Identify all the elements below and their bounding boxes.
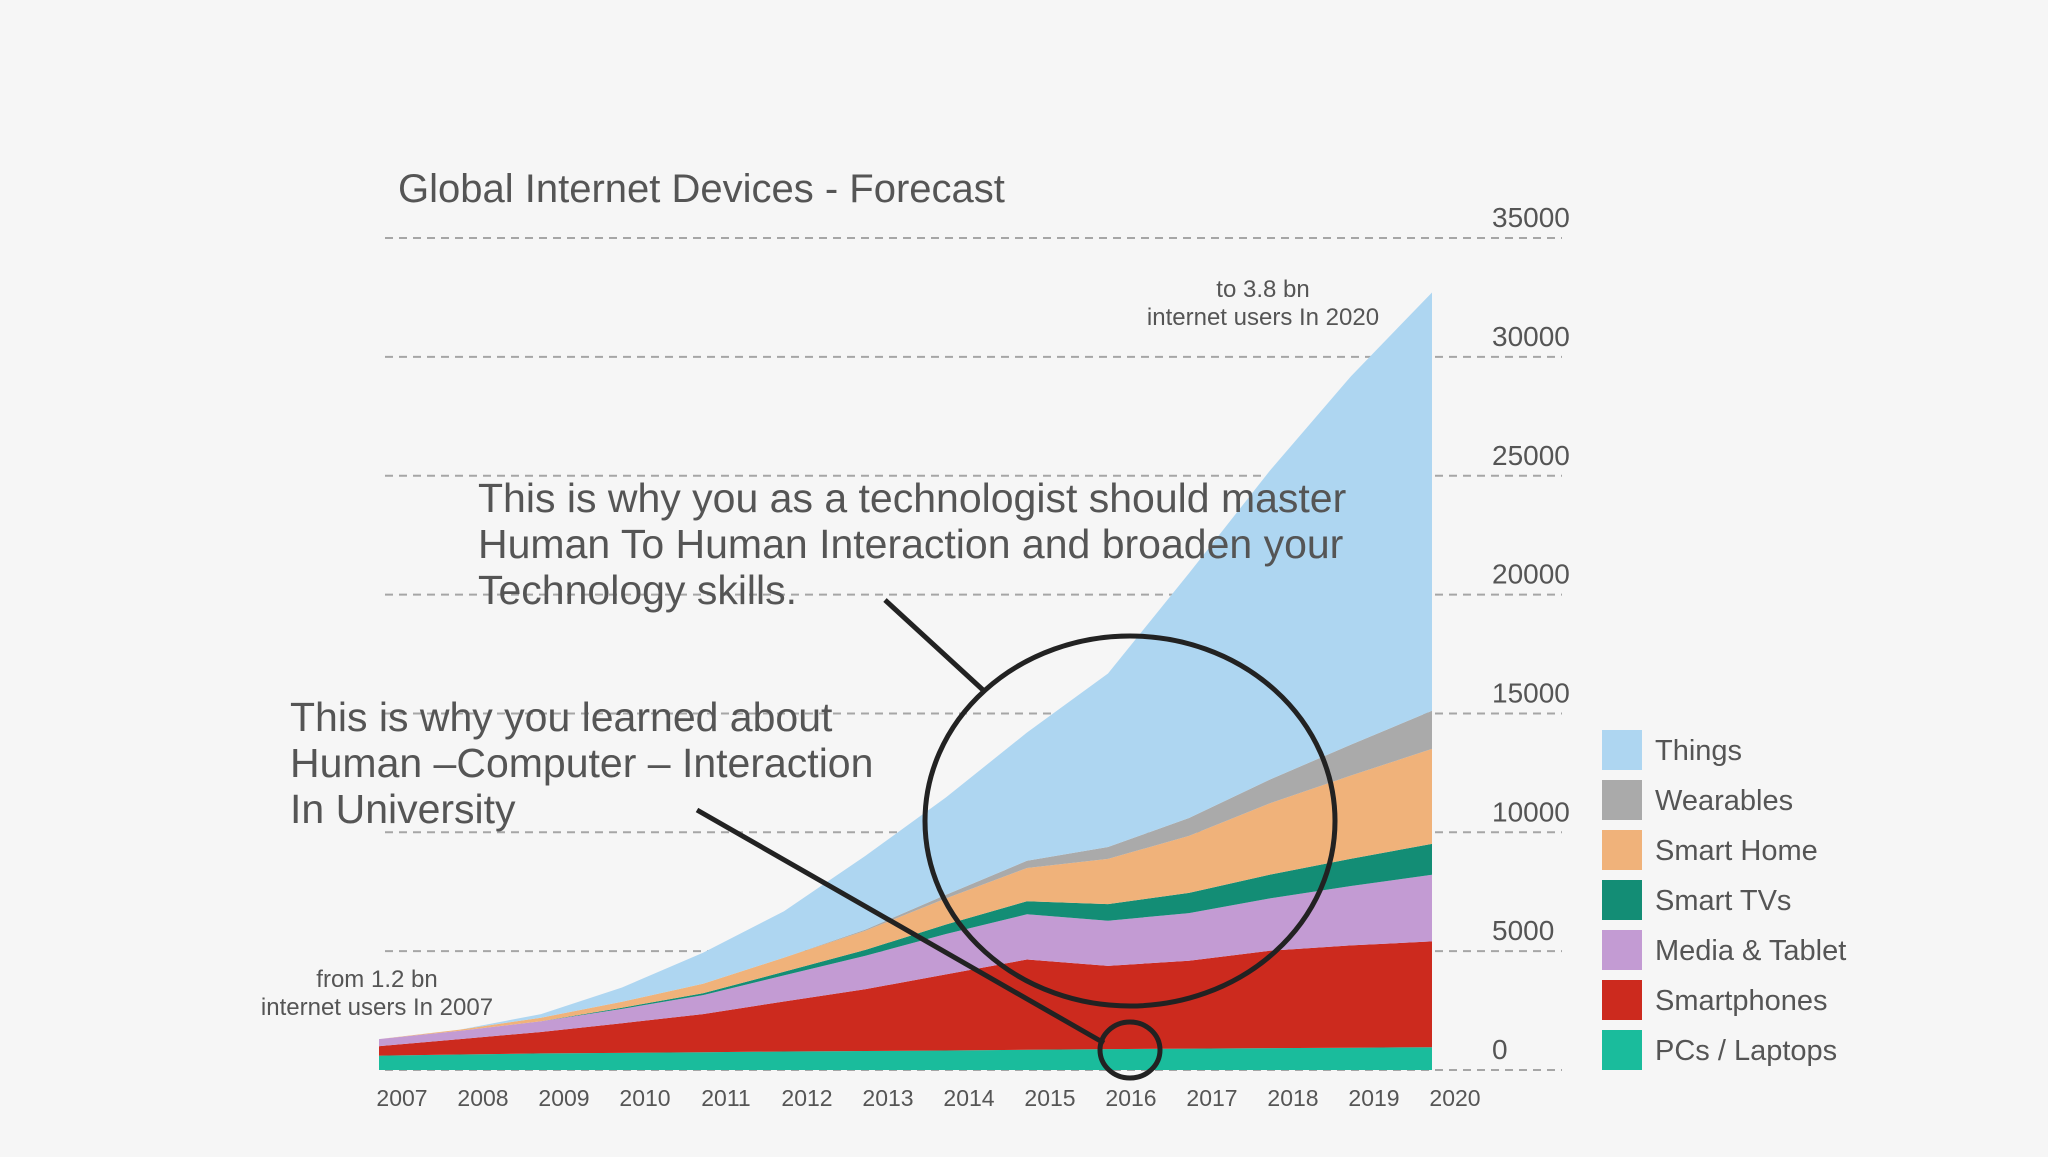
annotation-end: to 3.8 bn internet users In 2020	[1147, 276, 1379, 331]
annotation-line: to 3.8 bn	[1216, 276, 1309, 303]
legend: Things Wearables Smart Home Smart TVs Media …	[1602, 730, 1846, 1070]
annotation-line: Technology skills.	[478, 567, 797, 613]
annotation-line: from 1.2 bn	[316, 966, 437, 993]
y-tick-label: 15000	[1492, 677, 1570, 708]
area-smart-tvs	[379, 843, 1432, 1040]
x-tick-label: 2017	[1186, 1085, 1237, 1111]
callout-shapes	[695, 598, 1338, 1081]
chart-title: Global Internet Devices - Forecast	[398, 167, 1005, 211]
annotation-h2h: This is why you as a technologist should…	[478, 475, 1346, 613]
callout-circle-small	[1097, 1019, 1163, 1081]
x-tick-label: 2018	[1267, 1085, 1318, 1111]
x-tick-label: 2008	[457, 1085, 508, 1111]
x-tick-label: 2010	[619, 1085, 670, 1111]
x-tick-label: 2007	[376, 1085, 427, 1111]
legend-swatch	[1602, 930, 1642, 970]
area-smartphones	[379, 941, 1432, 1056]
legend-label: Media & Tablet	[1655, 935, 1846, 967]
y-tick-label: 30000	[1492, 321, 1570, 352]
callout-pointer-h2h	[883, 598, 985, 692]
annotation-line: This is why you learned about	[290, 694, 833, 740]
annotations: from 1.2 bn internet users In 2007 to 3.8 …	[261, 276, 1379, 1021]
y-tick-label: 5000	[1492, 915, 1554, 946]
legend-label: Smartphones	[1655, 985, 1828, 1017]
annotation-line: Human –Computer – Interaction	[290, 740, 873, 786]
legend-swatch	[1602, 980, 1642, 1020]
x-tick-label: 2011	[701, 1085, 750, 1111]
x-tick-label: 2015	[1024, 1085, 1075, 1111]
area-things	[379, 292, 1432, 1040]
annotation-start: from 1.2 bn internet users In 2007	[261, 966, 493, 1021]
annotation-line: In University	[290, 786, 516, 832]
x-tick-label: 2013	[862, 1085, 913, 1111]
annotation-line: This is why you as a technologist should…	[478, 475, 1346, 521]
x-tick-label: 2020	[1429, 1085, 1480, 1111]
y-tick-label: 10000	[1492, 796, 1570, 827]
callout-pointer-hci	[695, 807, 1106, 1046]
callout-circle-large	[922, 633, 1338, 1009]
legend-swatch	[1602, 730, 1642, 770]
y-tick-label: 25000	[1492, 440, 1570, 471]
area-pcs-laptops	[379, 1047, 1432, 1070]
legend-label: Smart Home	[1655, 835, 1818, 867]
x-tick-labels: 2007 2008 2009 2010 2011 2012 2013 2014 2015 2016…	[376, 1085, 1480, 1111]
x-tick-label: 2016	[1105, 1085, 1156, 1111]
y-tick-label: 20000	[1492, 559, 1570, 590]
x-tick-label: 2012	[781, 1085, 832, 1111]
legend-label: Wearables	[1655, 785, 1793, 817]
x-tick-label: 2019	[1348, 1085, 1399, 1111]
annotation-line: internet users In 2007	[261, 994, 493, 1021]
legend-swatch	[1602, 780, 1642, 820]
y-tick-label: 35000	[1492, 202, 1570, 233]
legend-swatch	[1602, 1030, 1642, 1070]
y-tick-label: 0	[1492, 1034, 1508, 1065]
legend-swatch	[1602, 880, 1642, 920]
legend-label: Things	[1655, 735, 1742, 767]
x-tick-label: 2009	[538, 1085, 589, 1111]
legend-swatch	[1602, 830, 1642, 870]
annotation-hci: This is why you learned about Human –Comp…	[290, 694, 873, 832]
y-tick-labels: 35000 30000 25000 20000 15000 10000 5000 0	[1492, 202, 1570, 1065]
x-tick-label: 2014	[943, 1085, 994, 1111]
legend-label: PCs / Laptops	[1655, 1035, 1837, 1067]
legend-label: Smart TVs	[1655, 885, 1791, 917]
area-layers	[379, 292, 1432, 1070]
annotation-line: Human To Human Interaction and broaden y…	[478, 521, 1343, 567]
annotation-line: internet users In 2020	[1147, 304, 1379, 331]
area-media-tablet	[379, 874, 1432, 1047]
